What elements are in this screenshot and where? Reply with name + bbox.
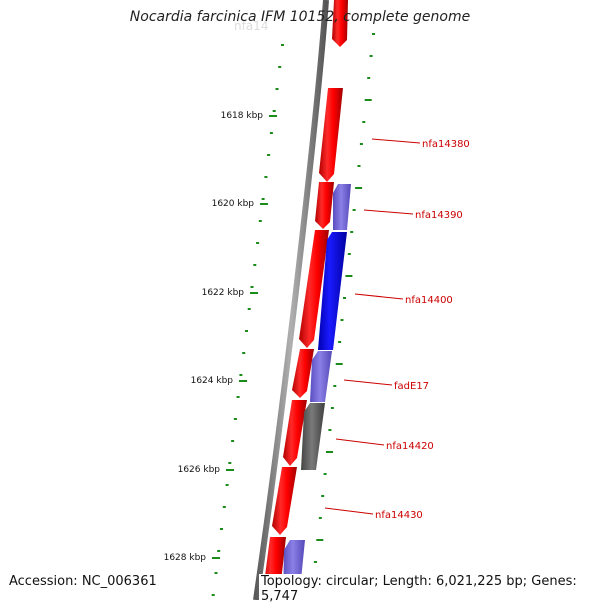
ruler-label: 1624 kbp [191, 376, 234, 386]
track-dot [362, 121, 366, 123]
ruler-major-tick [212, 557, 220, 559]
ruler-major-tick [269, 115, 277, 117]
track-dot [333, 385, 337, 387]
track-dot [220, 528, 223, 530]
track-dot [350, 231, 354, 233]
track-dot [318, 517, 322, 519]
track-dot [323, 473, 327, 475]
track-dot [338, 341, 342, 343]
track-dot [316, 539, 324, 541]
gene-label-fadE17[interactable]: fadE17 [394, 381, 429, 392]
genome-backbone [253, 0, 329, 601]
gene-leader-line [363, 209, 414, 215]
ruler-major-tick [239, 380, 247, 382]
track-dot [372, 33, 375, 35]
track-dot [328, 429, 332, 431]
track-dot [364, 99, 372, 101]
reverse-gene-block[interactable] [318, 232, 347, 350]
gene-leader-line [324, 507, 374, 515]
reverse-gene-block[interactable] [301, 403, 325, 470]
track-dot [222, 506, 226, 508]
track-dot [239, 374, 243, 376]
track-dot [367, 77, 371, 79]
track-dot [275, 88, 279, 90]
gene-label-nfa14400[interactable]: nfa14400 [405, 295, 453, 306]
track-dot [242, 352, 246, 354]
track-dot [231, 440, 235, 442]
track-dot [264, 176, 268, 178]
gene-leader-line [354, 293, 404, 300]
track-dot [345, 275, 353, 277]
track-dot [355, 187, 363, 189]
track-dot [211, 594, 215, 596]
reverse-gene-block[interactable] [310, 351, 332, 402]
track-dot [261, 198, 265, 200]
track-dot [330, 407, 334, 409]
ruler-label: 1620 kbp [212, 199, 255, 209]
track-dot [256, 242, 260, 244]
track-dot [258, 220, 262, 222]
track-dot [245, 330, 248, 332]
topology-summary: Topology: circular; Length: 6,021,225 bp… [259, 574, 600, 604]
track-dot [247, 308, 251, 310]
track-dot [357, 165, 361, 167]
forward-gene-block[interactable] [299, 230, 329, 348]
track-dot [343, 297, 346, 299]
accession-label: Accession: NC_006361 [7, 574, 159, 589]
gene-leader-line [343, 379, 393, 386]
outer-dot-track [211, 44, 284, 596]
forward-gene-block[interactable] [332, 0, 348, 47]
track-dot [269, 132, 273, 134]
ruler-major-tick [226, 469, 234, 471]
forward-gene-block[interactable] [292, 349, 314, 398]
ruler-major-tick [260, 203, 268, 205]
inner-dot-track [311, 33, 375, 585]
track-dot [217, 550, 221, 552]
genome-title: Nocardia farcinica IFM 10152, complete g… [129, 9, 471, 25]
track-dot [347, 253, 351, 255]
track-dot [359, 143, 363, 145]
gene-label-nfa14380[interactable]: nfa14380 [422, 139, 470, 150]
track-dot [281, 44, 284, 46]
faded-ruler-label: nfa14 [234, 19, 268, 33]
reverse-gene-block[interactable] [333, 184, 351, 230]
track-dot [321, 495, 325, 497]
forward-gene-block[interactable] [315, 182, 334, 229]
track-dot [228, 462, 232, 464]
track-dot [236, 396, 240, 398]
track-dot [267, 154, 271, 156]
track-dot [369, 55, 373, 57]
track-dot [253, 264, 257, 266]
track-dot [340, 319, 344, 321]
ruler-label: 1618 kbp [221, 111, 264, 121]
track-dot [352, 209, 356, 211]
gene-label-nfa14420[interactable]: nfa14420 [386, 441, 434, 452]
track-dot [225, 484, 229, 486]
ruler-major-tick [250, 292, 258, 294]
track-dot [233, 418, 237, 420]
track-dot [250, 286, 254, 288]
ruler-ticks: 1618 kbp 1620 kbp 1622 kbp 1624 kbp 1626 kbp… [164, 111, 277, 563]
track-dot [272, 110, 276, 112]
forward-gene-block[interactable] [272, 467, 297, 535]
track-dot [278, 66, 282, 68]
forward-gene-block[interactable] [283, 400, 307, 466]
gene-leader-line [371, 138, 421, 144]
track-dot [214, 572, 218, 574]
gene-label-nfa14390[interactable]: nfa14390 [415, 210, 463, 221]
ruler-label: 1626 kbp [178, 465, 221, 475]
ruler-label: 1628 kbp [164, 553, 207, 563]
gene-leader-line [335, 438, 385, 446]
ruler-label: 1622 kbp [202, 288, 245, 298]
gene-labels: nfa14380 nfa14390 nfa14400 fadE17 nfa14420 nf… [324, 138, 470, 521]
track-dot [326, 451, 333, 453]
track-dot [335, 363, 343, 365]
track-dot [313, 561, 317, 563]
gene-label-nfa14430[interactable]: nfa14430 [375, 510, 423, 521]
forward-gene-block[interactable] [319, 88, 343, 182]
